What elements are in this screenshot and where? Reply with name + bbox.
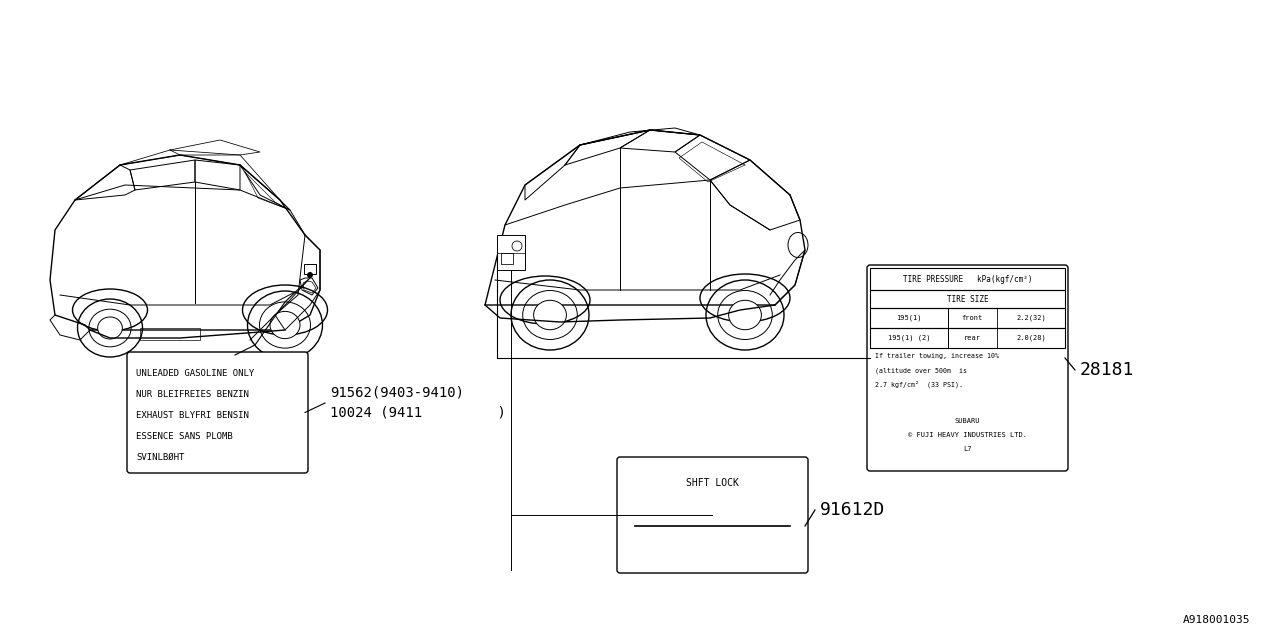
Text: If trailer towing, increase 10%: If trailer towing, increase 10% xyxy=(876,353,998,359)
Bar xyxy=(870,308,948,328)
Text: ESSENCE SANS PLOMB: ESSENCE SANS PLOMB xyxy=(136,432,233,441)
Bar xyxy=(500,253,513,264)
Bar xyxy=(948,308,997,328)
FancyBboxPatch shape xyxy=(617,457,808,573)
Ellipse shape xyxy=(728,300,762,330)
Text: UNLEADED GASOLINE ONLY: UNLEADED GASOLINE ONLY xyxy=(136,369,255,378)
Text: L7: L7 xyxy=(964,446,972,452)
Text: 2.7 kgf/cm²  (33 PSI).: 2.7 kgf/cm² (33 PSI). xyxy=(876,381,963,388)
Text: TIRE PRESSURE   kPa(kgf/cm²): TIRE PRESSURE kPa(kgf/cm²) xyxy=(902,275,1032,284)
FancyBboxPatch shape xyxy=(127,352,308,473)
Text: EXHAUST BLYFRI BENSIN: EXHAUST BLYFRI BENSIN xyxy=(136,411,248,420)
Text: SUBARU: SUBARU xyxy=(955,418,980,424)
Circle shape xyxy=(307,272,314,278)
Text: © FUJI HEAVY INDUSTRIES LTD.: © FUJI HEAVY INDUSTRIES LTD. xyxy=(908,432,1027,438)
Text: 28181: 28181 xyxy=(1080,361,1134,379)
Text: 10024 (9411         ): 10024 (9411 ) xyxy=(330,406,506,420)
Bar xyxy=(870,268,1065,290)
Text: 91562(9403-9410): 91562(9403-9410) xyxy=(330,386,465,400)
Bar xyxy=(870,328,1065,348)
Bar xyxy=(305,264,316,274)
Bar xyxy=(870,290,1065,308)
Ellipse shape xyxy=(534,300,566,330)
Text: 2.2(32): 2.2(32) xyxy=(1016,315,1046,321)
Text: front: front xyxy=(961,315,983,321)
Bar xyxy=(497,235,525,270)
Text: SHFT LOCK: SHFT LOCK xyxy=(686,478,739,488)
Text: 91612D: 91612D xyxy=(820,501,886,519)
Text: 2.0(28): 2.0(28) xyxy=(1016,335,1046,341)
Text: A918001035: A918001035 xyxy=(1183,615,1251,625)
Bar xyxy=(870,328,948,348)
Ellipse shape xyxy=(97,317,123,339)
Ellipse shape xyxy=(270,312,300,339)
Text: NUR BLEIFREIES BENZIN: NUR BLEIFREIES BENZIN xyxy=(136,390,248,399)
Text: (altitude over 500m  is: (altitude over 500m is xyxy=(876,367,966,374)
Bar xyxy=(870,308,1065,328)
FancyBboxPatch shape xyxy=(867,265,1068,471)
Bar xyxy=(140,328,200,340)
Text: 195(1) (2): 195(1) (2) xyxy=(888,335,931,341)
Text: 195(1): 195(1) xyxy=(896,315,922,321)
Text: TIRE SIZE: TIRE SIZE xyxy=(947,294,988,303)
Text: rear: rear xyxy=(964,335,980,341)
Text: SVINLBØHT: SVINLBØHT xyxy=(136,453,184,462)
Bar xyxy=(948,328,997,348)
